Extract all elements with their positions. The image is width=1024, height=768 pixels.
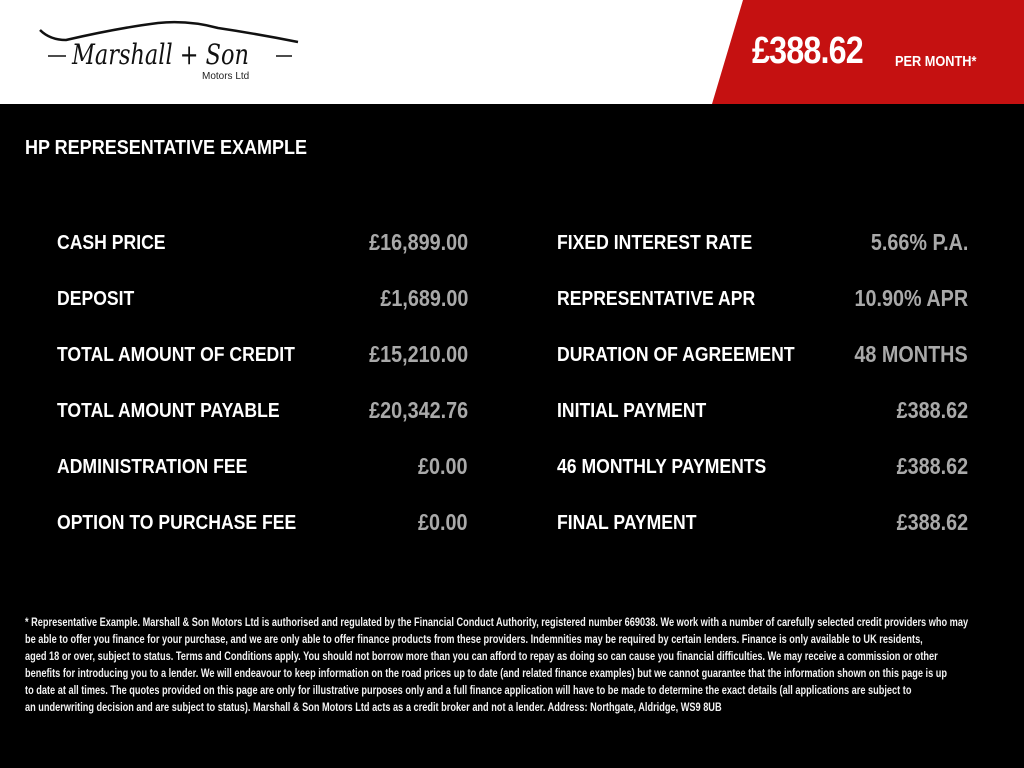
finance-row: 46 MONTHLY PAYMENTS £388.62	[557, 453, 968, 486]
finance-value: 5.66% P.A.	[870, 229, 968, 255]
finance-label: ADMINISTRATION FEE	[57, 456, 248, 478]
disclaimer-line: * Representative Example. Marshall & Son…	[25, 617, 969, 629]
finance-value: £388.62	[896, 397, 968, 423]
car-silhouette-icon	[39, 20, 299, 44]
finance-row: REPRESENTATIVE APR 10.90% APR	[557, 285, 968, 318]
price-banner	[712, 0, 1024, 104]
finance-row: DURATION OF AGREEMENT 48 MONTHS	[557, 341, 968, 374]
section-title: HP REPRESENTATIVE EXAMPLE	[25, 137, 308, 159]
finance-row: TOTAL AMOUNT PAYABLE £20,342.76	[57, 397, 468, 430]
finance-row: CASH PRICE £16,899.00	[57, 229, 468, 262]
finance-value: £0.00	[418, 453, 468, 479]
finance-value: £388.62	[896, 509, 968, 535]
finance-row: INITIAL PAYMENT £388.62	[557, 397, 968, 430]
disclaimer-line: be able to offer you finance for your pu…	[25, 634, 923, 646]
monthly-price: £388.62	[752, 30, 864, 72]
company-logo: Marshall + Son Motors Ltd	[38, 20, 303, 90]
finance-label: OPTION TO PURCHASE FEE	[57, 512, 297, 534]
finance-label: DEPOSIT	[57, 288, 135, 310]
finance-label: CASH PRICE	[57, 232, 166, 254]
finance-value: £388.62	[896, 453, 968, 479]
disclaimer-line: to date at all times. The quotes provide…	[25, 685, 912, 697]
finance-value: £1,689.00	[379, 285, 468, 311]
disclaimer-line: an underwriting decision and are subject…	[25, 702, 722, 714]
logo-name: Marshall + Son	[72, 38, 249, 71]
finance-row: OPTION TO PURCHASE FEE £0.00	[57, 509, 468, 542]
finance-value: 10.90% APR	[854, 285, 968, 311]
finance-row: TOTAL AMOUNT OF CREDIT £15,210.00	[57, 341, 468, 374]
finance-row: FIXED INTEREST RATE 5.66% P.A.	[557, 229, 968, 262]
finance-label: DURATION OF AGREEMENT	[557, 344, 795, 366]
finance-value: £16,899.00	[368, 229, 468, 255]
finance-label: 46 MONTHLY PAYMENTS	[557, 456, 767, 478]
finance-value: 48 MONTHS	[854, 341, 968, 367]
finance-label: INITIAL PAYMENT	[557, 400, 707, 422]
disclaimer-line: benefits for introducing you to a lender…	[25, 668, 947, 680]
finance-value: £0.00	[418, 509, 468, 535]
disclaimer: * Representative Example. Marshall & Son…	[25, 615, 1024, 717]
logo-subtitle: Motors Ltd	[202, 71, 250, 82]
disclaimer-line: aged 18 or over, subject to status. Term…	[25, 651, 938, 663]
finance-label: FINAL PAYMENT	[557, 512, 697, 534]
finance-label: FIXED INTEREST RATE	[557, 232, 753, 254]
finance-value: £15,210.00	[368, 341, 468, 367]
finance-row: ADMINISTRATION FEE £0.00	[57, 453, 468, 486]
finance-row: DEPOSIT £1,689.00	[57, 285, 468, 318]
header: Marshall + Son Motors Ltd £388.62 PER MO…	[0, 0, 1024, 104]
finance-row: FINAL PAYMENT £388.62	[557, 509, 968, 542]
finance-label: TOTAL AMOUNT OF CREDIT	[57, 344, 295, 366]
finance-label: TOTAL AMOUNT PAYABLE	[57, 400, 280, 422]
finance-label: REPRESENTATIVE APR	[557, 288, 756, 310]
per-month-label: PER MONTH*	[895, 53, 977, 70]
logo-dashes	[48, 55, 292, 57]
finance-value: £20,342.76	[368, 397, 468, 423]
